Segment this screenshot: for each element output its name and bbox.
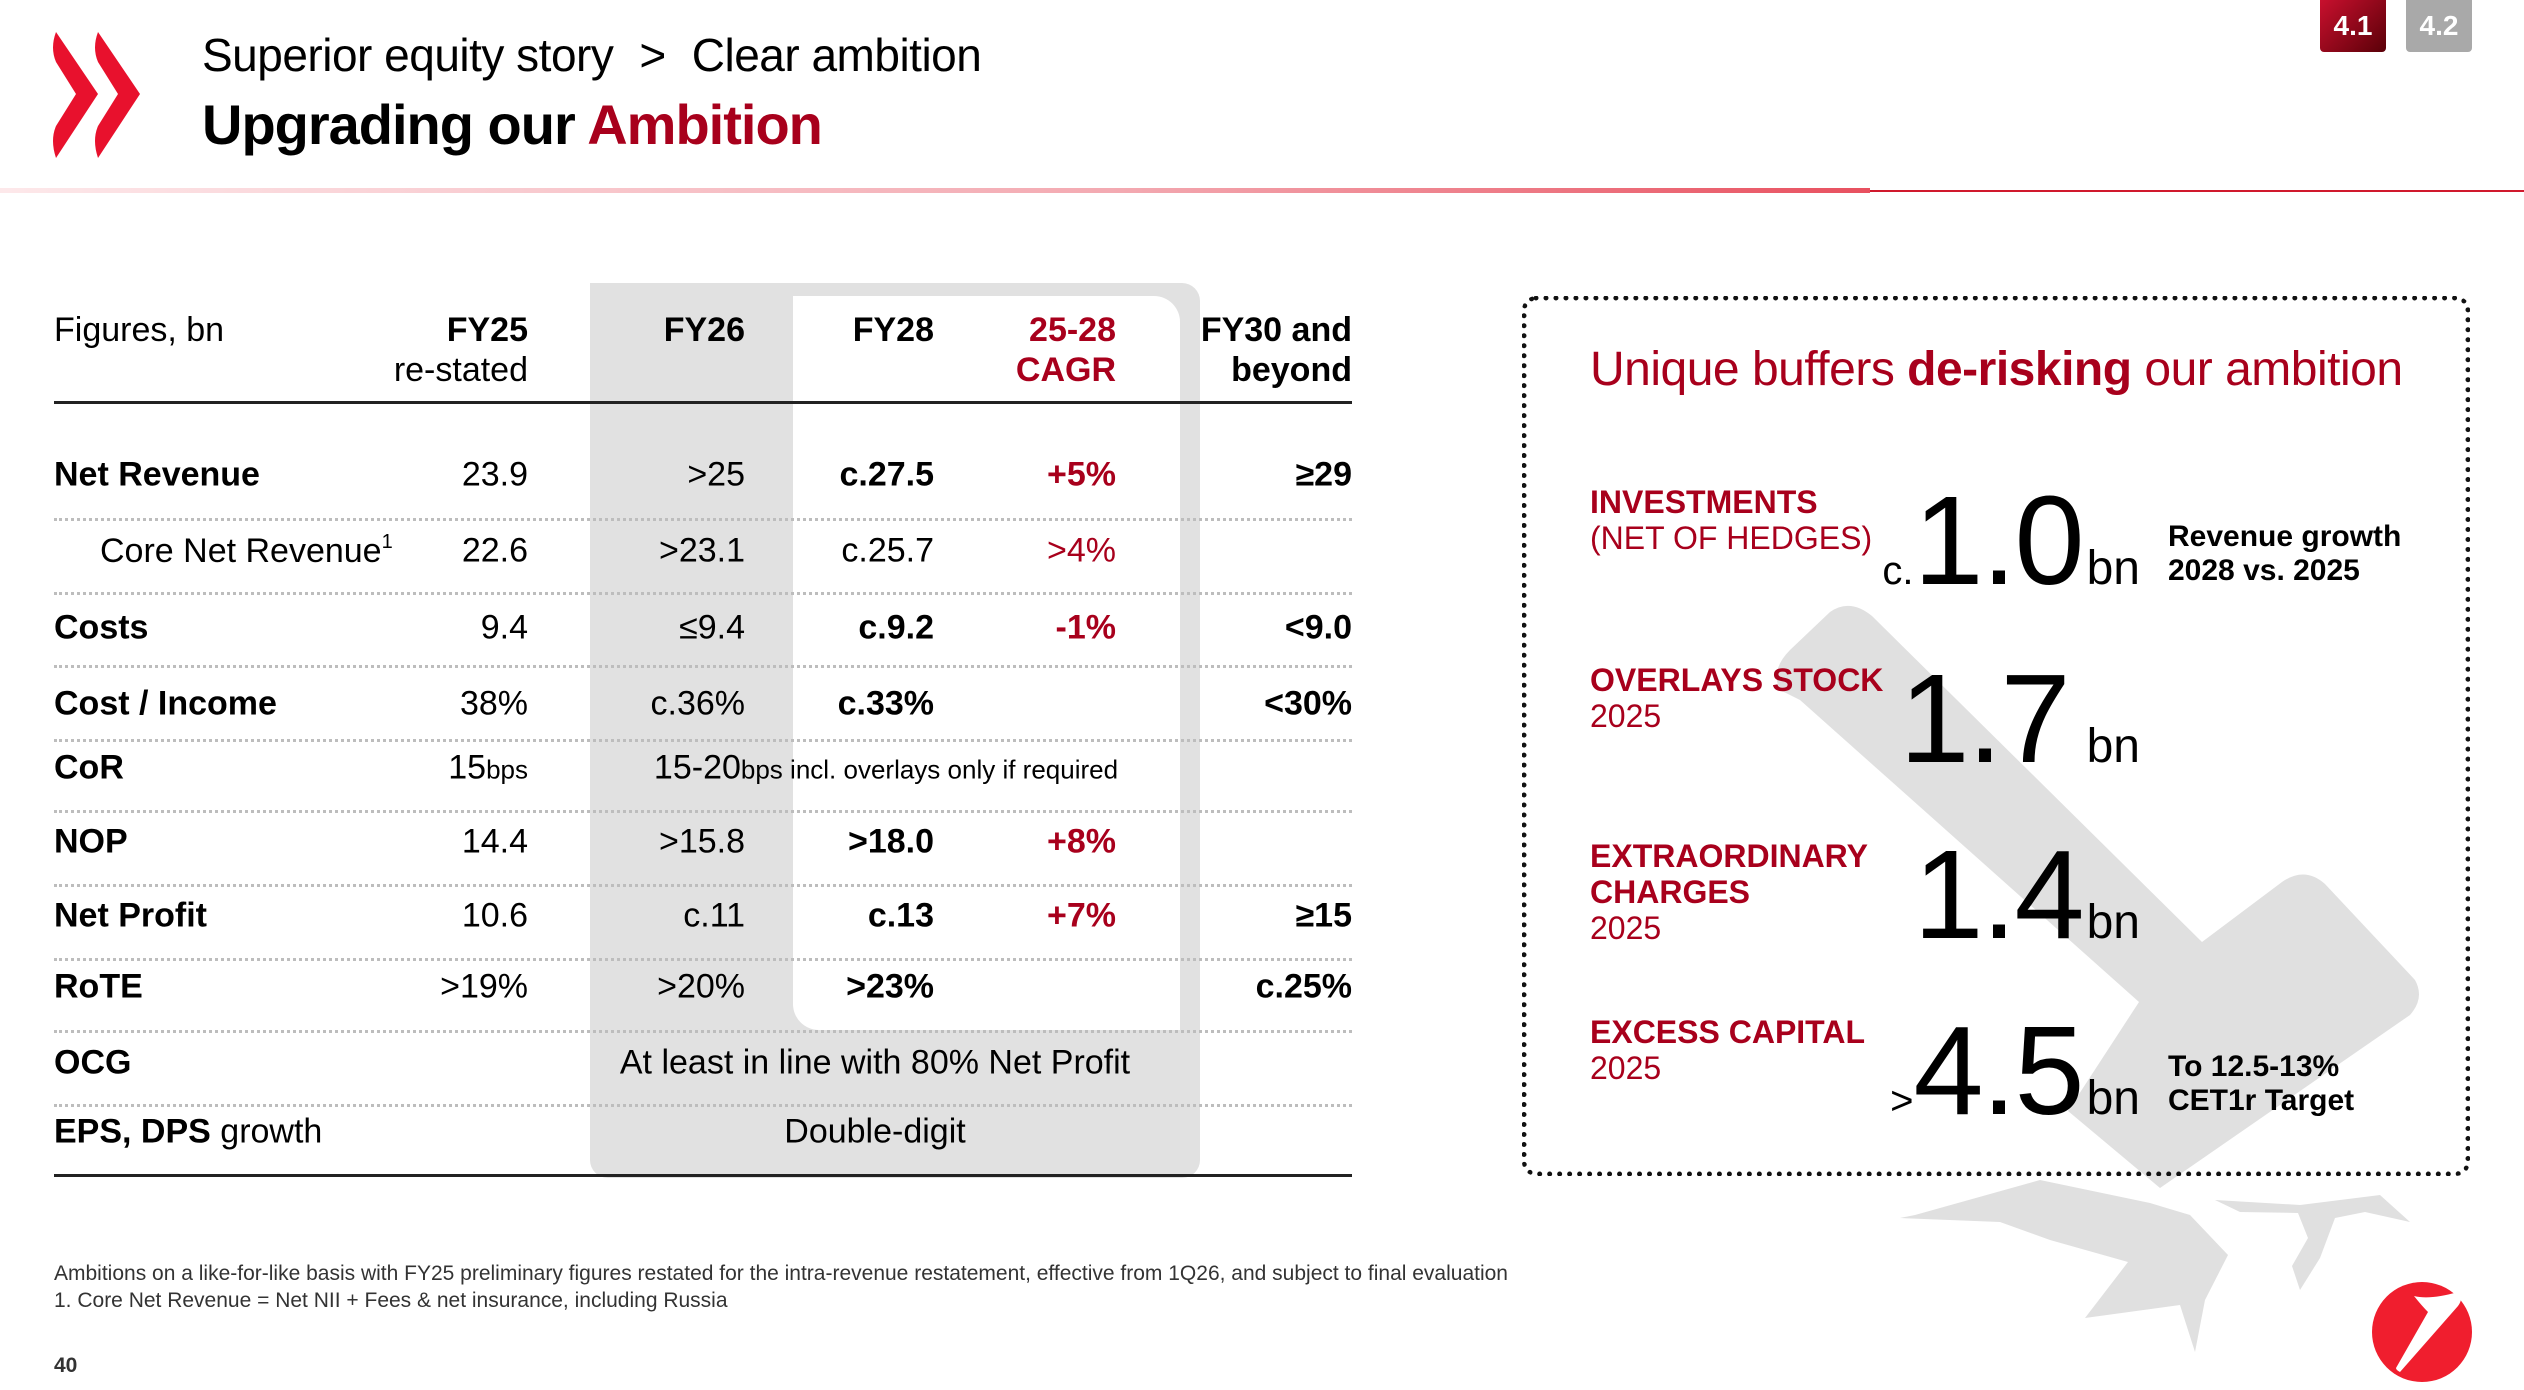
cell-fy25: 10.6	[461, 896, 528, 935]
cell-fy28: c.25.7	[841, 531, 934, 570]
table-bottom-rule	[54, 1174, 1352, 1177]
row-label: Cost / Income	[54, 684, 277, 723]
buffer-note-investments: Revenue growth 2028 vs. 2025	[2168, 520, 2402, 587]
cell-fy28: c.9.2	[858, 608, 934, 647]
chevrons-logo-icon	[53, 32, 140, 158]
header-rule	[54, 401, 1352, 404]
row-separator	[54, 1104, 1352, 1107]
row-label: Costs	[54, 608, 149, 647]
buffer-value-overlays: 1.7 bn	[1899, 648, 2140, 789]
cell-fy26: >15.8	[658, 822, 745, 861]
header-cagr: 25-28 CAGR	[1015, 311, 1116, 389]
cell-fy25: >19%	[440, 967, 528, 1006]
cell-span: 15-20bps incl. overlays only if required	[653, 748, 1119, 787]
cell-fy26: >23.1	[658, 531, 745, 570]
cell-cagr: +7%	[1047, 896, 1116, 935]
cell-fy25: 22.6	[461, 531, 528, 570]
cell-span: Double-digit	[784, 1112, 966, 1151]
buffer-label-overlays: OVERLAYS STOCK 2025	[1590, 662, 1884, 734]
cell-fy30: ≥29	[1295, 455, 1352, 494]
buffer-label-excess-capital: EXCESS CAPITAL 2025	[1590, 1014, 1865, 1086]
cell-cagr: +8%	[1047, 822, 1116, 861]
row-label: EPS, DPS growth	[54, 1112, 323, 1151]
cell-cagr: +5%	[1047, 455, 1116, 494]
title-prefix: Upgrading our	[202, 93, 576, 156]
buffer-note-excess-capital: To 12.5-13% CET1r Target	[2168, 1050, 2355, 1117]
page-title: Upgrading our Ambition	[202, 92, 823, 157]
footnote: 1. Core Net Revenue = Net NII + Fees & n…	[54, 1289, 728, 1312]
cell-cagr: -1%	[1055, 608, 1116, 647]
cell-fy28: >23%	[846, 967, 934, 1006]
row-separator	[54, 518, 1352, 521]
cell-span: At least in line with 80% Net Profit	[619, 1043, 1131, 1082]
buffer-label-extraordinary: EXTRAORDINARY CHARGES 2025	[1590, 838, 1868, 946]
footnote: Ambitions on a like-for-like basis with …	[54, 1262, 1508, 1285]
cell-fy25: 15bps	[448, 748, 528, 787]
cell-fy30: <9.0	[1284, 608, 1352, 647]
cell-fy28: c.27.5	[839, 455, 934, 494]
cell-fy28: >18.0	[847, 822, 934, 861]
row-label: RoTE	[54, 967, 143, 1006]
header-label: Figures, bn	[54, 311, 225, 349]
cell-fy30: ≥15	[1295, 896, 1352, 935]
row-label: Net Profit	[54, 896, 207, 935]
breadcrumb-item[interactable]: Clear ambition	[691, 29, 982, 81]
row-label: Core Net Revenue1	[100, 531, 393, 570]
cell-fy30: c.25%	[1255, 967, 1352, 1006]
cell-fy26: c.36%	[650, 684, 746, 723]
cell-fy30: <30%	[1264, 684, 1352, 723]
breadcrumb-separator: >	[639, 29, 666, 81]
cell-fy28: c.33%	[837, 684, 934, 723]
cell-fy26: c.11	[683, 896, 745, 935]
header-fy26: FY26	[663, 311, 745, 349]
row-label: Net Revenue	[54, 455, 260, 494]
cell-fy25: 14.4	[461, 822, 528, 861]
buffers-title: Unique buffers de-risking our ambition	[1590, 343, 2403, 396]
header-divider	[1870, 190, 2524, 192]
row-separator	[54, 592, 1352, 595]
buffer-value-extraordinary: 1.4 bn	[1913, 824, 2140, 965]
row-separator	[54, 665, 1352, 668]
cell-fy25: 23.9	[461, 455, 528, 494]
header-divider	[0, 188, 1870, 193]
row-label: OCG	[54, 1043, 132, 1082]
title-accent: Ambition	[587, 93, 823, 156]
row-label: CoR	[54, 748, 124, 787]
row-separator	[54, 739, 1352, 742]
header-fy30: FY30 and beyond	[1200, 311, 1352, 389]
header-fy25: FY25 re-stated	[393, 311, 528, 389]
section-badge-4-1[interactable]: 4.1	[2320, 0, 2386, 52]
header-fy28: FY28	[852, 311, 934, 349]
cell-fy26: >20%	[657, 967, 745, 1006]
cell-fy28: c.13	[867, 896, 934, 935]
buffers-panel	[1522, 296, 2470, 1176]
cell-cagr: >4%	[1047, 531, 1116, 570]
buffer-value-investments: c. 1.0 bn	[1882, 470, 2140, 611]
buffer-label-investments: INVESTMENTS (NET OF HEDGES)	[1590, 484, 1873, 556]
breadcrumb-item[interactable]: Superior equity story	[202, 29, 614, 81]
row-label: NOP	[54, 822, 128, 861]
cell-fy26: ≤9.4	[679, 608, 745, 647]
breadcrumb: Superior equity story > Clear ambition	[202, 28, 982, 82]
unicredit-logo-icon	[2372, 1282, 2472, 1382]
fy28-highlight-panel	[793, 296, 1180, 1030]
cell-fy25: 9.4	[480, 608, 528, 647]
page-number: 40	[54, 1354, 78, 1377]
section-badge-4-2[interactable]: 4.2	[2406, 0, 2472, 52]
row-separator	[54, 884, 1352, 887]
row-separator	[54, 958, 1352, 961]
row-separator	[54, 1030, 1352, 1033]
cell-fy26: >25	[687, 455, 745, 494]
row-separator	[54, 810, 1352, 813]
cell-fy25: 38%	[459, 684, 528, 723]
footnotes: Ambitions on a like-for-like basis with …	[54, 1260, 1508, 1314]
buffer-value-excess-capital: >4.5 bn	[1890, 1000, 2140, 1141]
